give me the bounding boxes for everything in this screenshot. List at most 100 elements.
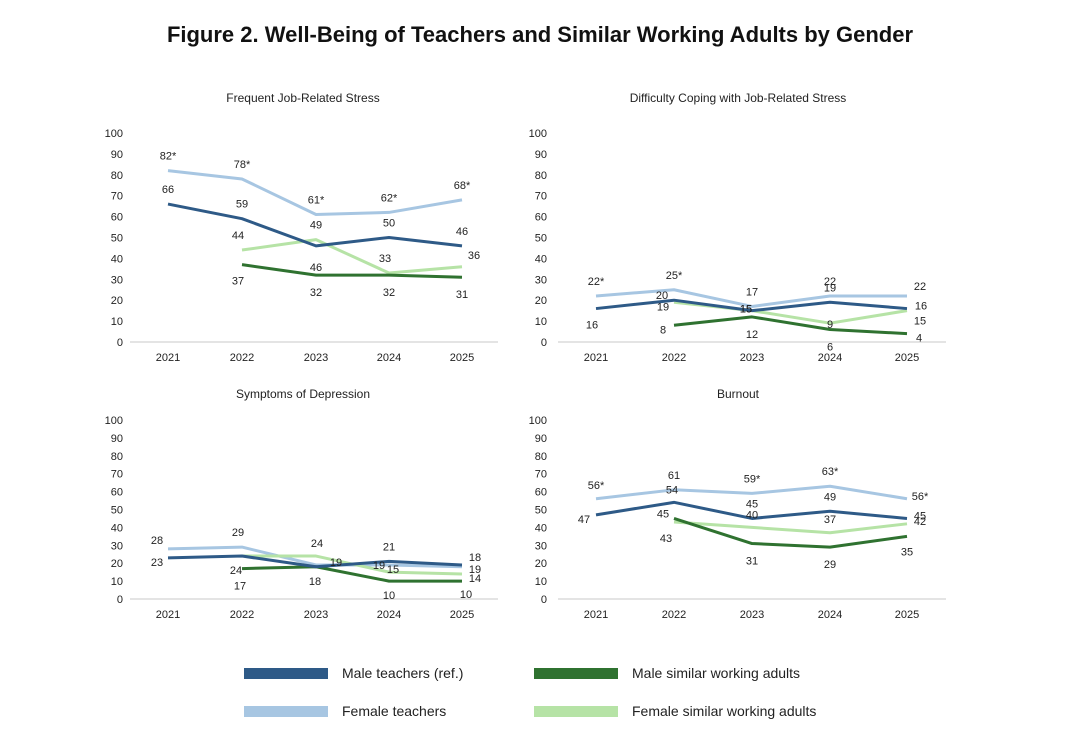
y-tick-label: 80 [111, 451, 123, 463]
x-tick-label: 2023 [740, 609, 764, 621]
y-tick-label: 60 [111, 487, 123, 499]
x-tick-label: 2025 [450, 352, 474, 364]
data-label: 9 [827, 319, 833, 331]
data-label: 47 [578, 514, 590, 526]
y-tick-label: 30 [111, 274, 123, 286]
x-tick-label: 2021 [156, 609, 180, 621]
data-label: 18 [469, 552, 481, 564]
y-tick-label: 40 [535, 522, 547, 534]
data-label: 19 [330, 557, 342, 569]
data-label: 18 [309, 576, 321, 588]
data-label: 21 [383, 541, 395, 553]
chart-panel-1: Frequent Job-Related Stress 0 10 20 30 40 50 60… [105, 91, 498, 364]
y-tick-label: 40 [111, 522, 123, 534]
chart-panel-3: Symptoms of Depression 0 10 20 30 40 50 60 70 80 9… [105, 387, 498, 621]
x-tick-label: 2024 [377, 352, 401, 364]
figure-title: Figure 2. Well-Being of Teachers and Sim… [166, 22, 914, 47]
y-tick-label: 10 [535, 576, 547, 588]
data-label: 78* [234, 159, 251, 171]
y-tick-label: 60 [535, 212, 547, 224]
y-tick-label: 90 [111, 433, 123, 445]
data-label: 15 [914, 316, 926, 328]
data-label: 4 [916, 333, 922, 345]
y-tick-label: 50 [111, 505, 123, 517]
x-tick-label: 2022 [662, 352, 686, 364]
y-tick-label: 60 [111, 212, 123, 224]
data-label: 22* [588, 276, 605, 288]
data-label: 24 [230, 565, 242, 577]
x-tick-label: 2023 [740, 352, 764, 364]
data-label: 56* [588, 480, 605, 492]
data-label: 16 [915, 301, 927, 313]
x-tick-label: 2021 [156, 352, 180, 364]
data-label: 40 [746, 509, 758, 521]
data-label: 19 [373, 560, 385, 572]
y-tick-label: 20 [535, 295, 547, 307]
data-label: 45 [746, 498, 758, 510]
x-tick-label: 2021 [584, 609, 608, 621]
data-label: 28 [151, 535, 163, 547]
series-line-female-similar-working-adults [241, 238, 463, 275]
data-label: 59* [744, 473, 761, 485]
data-label: 49 [824, 491, 836, 503]
series-line-male-teachers-ref [167, 202, 463, 248]
data-label: 31 [746, 556, 758, 568]
data-label: 37 [824, 514, 836, 526]
data-label: 68* [454, 180, 471, 192]
data-label: 24 [311, 538, 323, 550]
data-label: 46 [310, 262, 322, 274]
y-tick-label: 30 [535, 274, 547, 286]
data-label: 10 [460, 589, 472, 601]
data-label: 29 [824, 559, 836, 571]
y-tick-label: 90 [535, 149, 547, 161]
y-tick-label: 50 [111, 233, 123, 245]
data-label: 16 [586, 320, 598, 332]
data-label: 62* [381, 192, 398, 204]
y-tick-label: 80 [111, 170, 123, 182]
data-label: 15 [740, 304, 752, 316]
chart-title: Burnout [717, 387, 760, 401]
y-tick-label: 0 [541, 594, 547, 606]
y-tick-label: 100 [105, 128, 123, 140]
series-line-female-teachers [167, 545, 463, 569]
y-tick-label: 90 [535, 433, 547, 445]
series-line-male-teachers-ref [595, 500, 908, 520]
data-label: 33 [379, 253, 391, 265]
y-tick-label: 20 [111, 558, 123, 570]
data-label: 32 [383, 287, 395, 299]
y-tick-label: 70 [535, 469, 547, 481]
data-label: 14 [469, 573, 481, 585]
x-tick-label: 2022 [662, 609, 686, 621]
y-tick-label: 20 [111, 295, 123, 307]
y-tick-label: 0 [117, 594, 123, 606]
x-tick-label: 2021 [584, 352, 608, 364]
data-label: 17 [234, 581, 246, 593]
data-label: 15 [740, 304, 752, 316]
data-label: 8 [660, 324, 666, 336]
x-tick-label: 2024 [818, 609, 842, 621]
y-tick-label: 30 [111, 540, 123, 552]
data-label: 17 [746, 286, 758, 298]
data-label: 15 [387, 564, 399, 576]
data-label: 61* [308, 195, 325, 207]
data-label: 37 [232, 276, 244, 288]
data-label: 46 [456, 226, 468, 238]
y-tick-label: 100 [105, 415, 123, 427]
data-label: 23 [151, 557, 163, 569]
data-label: 63* [822, 466, 839, 478]
data-label: 19 [469, 564, 481, 576]
data-label: 22 [824, 276, 836, 288]
series-line-female-teachers [167, 169, 463, 217]
series-line-male-similar-working-adults [241, 565, 462, 583]
y-tick-label: 70 [535, 191, 547, 203]
data-label: 19 [824, 282, 836, 294]
series-line-female-teachers [595, 484, 908, 501]
chart-title: Frequent Job-Related Stress [226, 91, 379, 105]
data-label: 45 [914, 510, 926, 522]
x-tick-label: 2025 [450, 609, 474, 621]
series-line-female-teachers [595, 288, 907, 308]
y-tick-label: 80 [535, 451, 547, 463]
series-line-male-teachers-ref [595, 298, 908, 313]
data-label: 31 [456, 289, 468, 301]
x-tick-label: 2025 [895, 352, 919, 364]
